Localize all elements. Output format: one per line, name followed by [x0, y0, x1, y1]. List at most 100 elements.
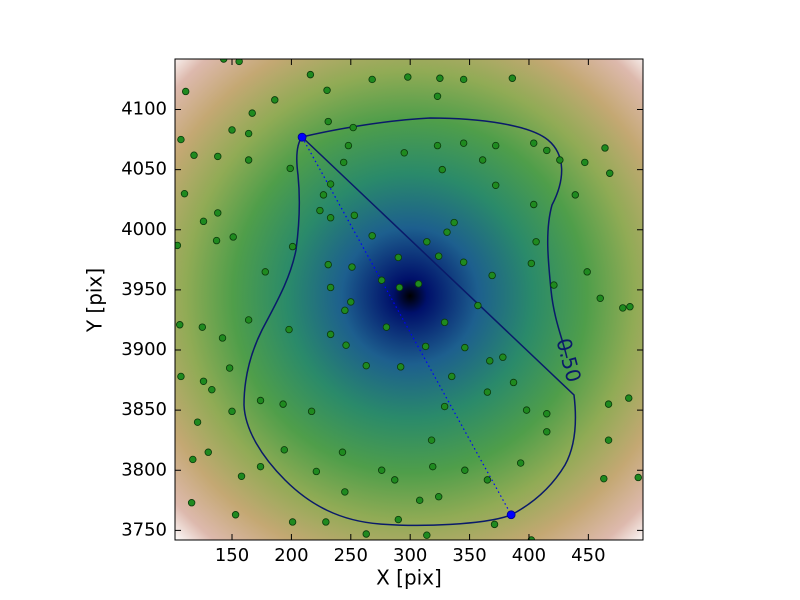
data-point [382, 323, 391, 331]
data-point [244, 316, 253, 324]
x-axis-label: X [pix] [376, 566, 442, 590]
data-point [601, 144, 609, 152]
data-point [527, 536, 536, 540]
y-tick-label: 3850 [121, 399, 167, 420]
data-point [530, 200, 538, 209]
data-point [324, 117, 332, 126]
data-point [180, 189, 189, 198]
data-point [474, 301, 482, 310]
data-point [483, 476, 492, 484]
data-point [423, 238, 431, 246]
data-point [433, 141, 442, 150]
data-point [604, 400, 613, 408]
data-point [228, 407, 236, 416]
data-point [619, 304, 627, 312]
data-point [326, 180, 335, 188]
data-point [190, 151, 198, 159]
data-point [350, 211, 359, 220]
data-point [530, 139, 538, 147]
data-point [323, 86, 331, 94]
data-point [348, 263, 356, 271]
endpoint [506, 510, 516, 520]
data-point [509, 378, 518, 387]
data-point [362, 361, 370, 370]
data-point [212, 236, 221, 245]
y-tick-label: 3900 [121, 339, 167, 360]
data-point [440, 402, 449, 411]
data-point [288, 242, 297, 251]
data-point [395, 283, 404, 292]
data-point [450, 218, 458, 227]
y-tick-label: 3800 [121, 459, 167, 480]
data-point [436, 74, 444, 82]
data-point [177, 135, 185, 144]
data-point [237, 472, 246, 480]
y-tick-label: 4050 [121, 159, 167, 180]
data-point [279, 400, 287, 408]
data-point [550, 281, 558, 289]
density-map [175, 59, 643, 540]
data-point [285, 325, 293, 334]
data-point [368, 75, 376, 84]
data-point [261, 268, 269, 276]
data-point [229, 233, 237, 241]
data-point [600, 474, 608, 483]
data-point [288, 518, 297, 526]
data-point [508, 74, 517, 82]
data-point [280, 446, 288, 454]
data-point [434, 252, 443, 260]
data-point [218, 334, 227, 342]
data-point [483, 388, 492, 396]
data-point [339, 158, 348, 167]
data-point [248, 109, 256, 117]
data-point [225, 364, 234, 372]
data-point [440, 318, 449, 327]
plot-layer [175, 59, 642, 540]
data-point [377, 276, 386, 284]
data-point [391, 476, 399, 484]
data-point [423, 531, 431, 539]
data-point [478, 156, 487, 164]
data-point [459, 258, 468, 266]
data-point [433, 92, 442, 100]
data-point [427, 436, 436, 444]
data-point [322, 518, 330, 526]
data-point [583, 268, 591, 276]
data-point [208, 385, 216, 394]
data-point [492, 141, 500, 150]
data-point [198, 323, 207, 331]
data-point [256, 396, 265, 405]
y-tick-label: 3950 [121, 279, 167, 300]
data-point [199, 377, 208, 385]
data-point [306, 70, 315, 79]
x-tick-label: 350 [452, 545, 486, 566]
data-point [338, 448, 347, 456]
data-point [581, 158, 589, 167]
data-point [326, 330, 335, 339]
data-point [312, 467, 321, 476]
data-point [421, 342, 430, 351]
data-point [394, 515, 403, 524]
data-point [189, 455, 197, 464]
data-point [461, 343, 469, 352]
data-point [326, 283, 335, 292]
data-point [499, 353, 507, 361]
data-point [414, 280, 423, 288]
data-point [396, 363, 405, 371]
data-point [634, 473, 642, 482]
data-point [368, 232, 376, 240]
data-point [307, 407, 316, 416]
data-point [604, 436, 613, 444]
data-point [341, 306, 349, 315]
data-point [596, 294, 604, 302]
x-tick-label: 400 [512, 545, 546, 566]
data-point [606, 169, 614, 177]
data-point [193, 418, 202, 426]
x-tick-label: 150 [215, 545, 249, 566]
data-point [486, 357, 494, 365]
data-point [347, 298, 355, 306]
data-point [244, 129, 253, 138]
data-point [235, 59, 243, 66]
data-point [459, 75, 468, 84]
data-point [204, 448, 212, 456]
